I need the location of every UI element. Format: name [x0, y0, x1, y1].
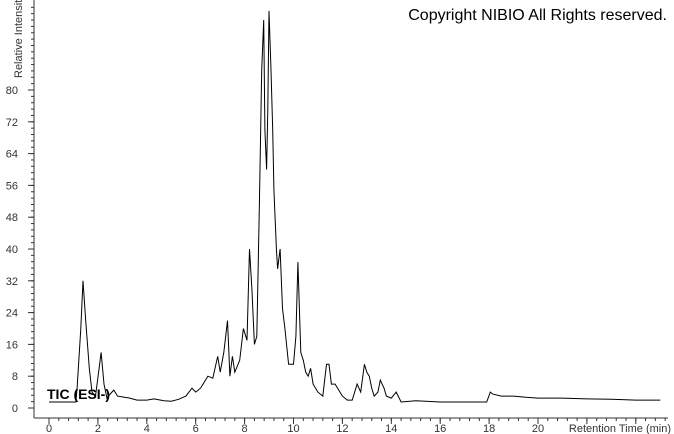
x-tick-label: 4 — [144, 423, 150, 434]
y-tick-label: 40 — [6, 244, 18, 256]
x-tick-label: 18 — [483, 423, 495, 434]
x-tick-label: 0 — [46, 423, 52, 434]
y-tick-label: 72 — [6, 117, 18, 129]
y-tick-label: 80 — [6, 85, 18, 97]
y-tick-label: 64 — [6, 149, 18, 161]
trace-label: TIC (ESI-) — [47, 386, 110, 402]
x-tick-label: 10 — [287, 423, 299, 434]
x-tick-label: 2 — [95, 423, 101, 434]
y-tick-label: 48 — [6, 212, 18, 224]
y-tick-label: 0 — [12, 403, 18, 415]
y-tick-label: 16 — [6, 339, 18, 351]
tic-trace-line — [49, 10, 661, 403]
x-tick-label: 16 — [434, 423, 446, 434]
x-tick-label: 14 — [385, 423, 397, 434]
x-tick-label: 12 — [336, 423, 348, 434]
y-tick-label: 8 — [12, 371, 18, 383]
y-axis-label: Relative Intensity — [13, 0, 25, 78]
x-tick-label: 8 — [242, 423, 248, 434]
x-tick-label: 20 — [532, 423, 544, 434]
y-tick-label: 24 — [6, 308, 18, 320]
x-axis-label: Retention Time (min) — [569, 423, 671, 434]
copyright-notice: Copyright NIBIO All Rights reserved. — [408, 7, 667, 24]
y-tick-label: 56 — [6, 180, 18, 192]
y-tick-label: 32 — [6, 276, 18, 288]
x-tick-label: 6 — [193, 423, 199, 434]
